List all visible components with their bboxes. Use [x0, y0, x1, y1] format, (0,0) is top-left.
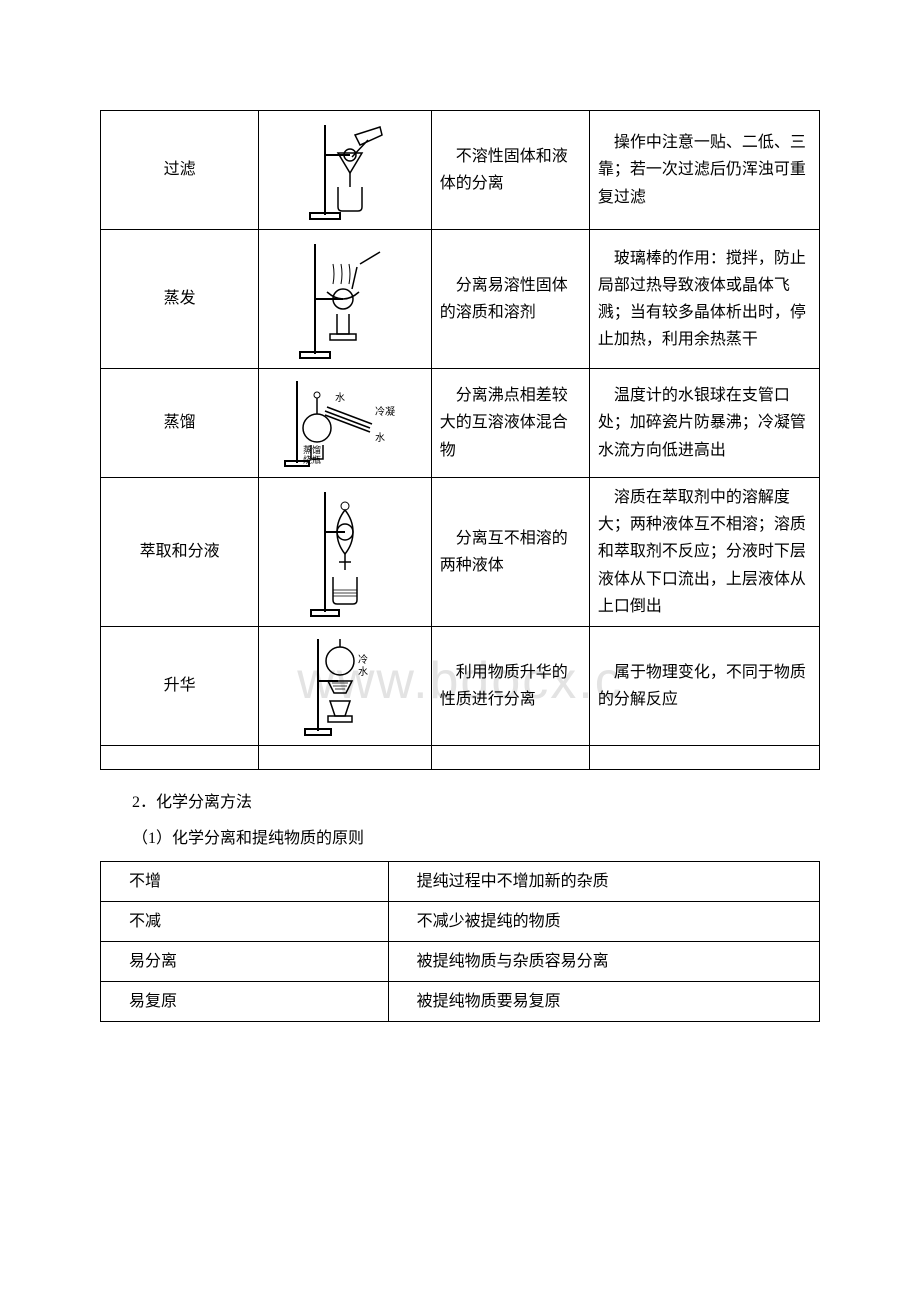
scope-cell: 分离易溶性固体的溶质和溶剂: [431, 230, 589, 369]
empty-cell: [431, 746, 589, 770]
principle-desc: 不减少被提纯的物质: [388, 902, 819, 942]
principle-name: 不增: [101, 862, 389, 902]
principle-name: 易分离: [101, 942, 389, 982]
principle-desc: 提纯过程中不增加新的杂质: [388, 862, 819, 902]
note-cell: 温度计的水银球在支管口处；加碎瓷片防暴沸；冷凝管水流方向低进高出: [589, 369, 819, 478]
table-row: 萃取和分液 分离互不相溶的两种液体 溶质在萃取剂中的溶解度大；两种液体互不相溶；…: [101, 478, 820, 627]
sublimation-diagram-icon: 冷 水: [290, 631, 400, 741]
table-empty-row: [101, 746, 820, 770]
table-row: 易分离 被提纯物质与杂质容易分离: [101, 942, 820, 982]
table-row: 过滤 不溶性固体和液体的分离 操作中注意一贴、二低、三靠；若一次过滤后仍浑浊可重…: [101, 111, 820, 230]
principle-name: 不减: [101, 902, 389, 942]
table-row: 蒸发 分离易溶性固体的溶质和溶剂 玻璃棒的作用：搅拌，防止局部过热导致液体或晶体…: [101, 230, 820, 369]
scope-cell: 分离互不相溶的两种液体: [431, 478, 589, 627]
diagram-cell-filtration: [259, 111, 432, 230]
cold-water-label-2: 水: [358, 666, 368, 678]
method-cell: 蒸馏: [101, 369, 259, 478]
scope-cell: 不溶性固体和液体的分离: [431, 111, 589, 230]
table-row: 不减 不减少被提纯的物质: [101, 902, 820, 942]
diagram-cell-sublimation: 冷 水: [259, 627, 432, 746]
method-cell: 升华: [101, 627, 259, 746]
note-cell: 玻璃棒的作用：搅拌，防止局部过热导致液体或晶体飞溅；当有较多晶体析出时，停止加热…: [589, 230, 819, 369]
note-cell: 溶质在萃取剂中的溶解度大；两种液体互不相溶；溶质和萃取剂不反应；分液时下层液体从…: [589, 478, 819, 627]
physical-separation-table: 过滤 不溶性固体和液体的分离 操作中注意一贴、二低、三靠；若一次过滤后仍浑浊可重…: [100, 110, 820, 770]
empty-cell: [589, 746, 819, 770]
method-cell: 萃取和分液: [101, 478, 259, 627]
table-row: 易复原 被提纯物质要易复原: [101, 982, 820, 1022]
diagram-cell-evaporation: [259, 230, 432, 369]
principle-desc: 被提纯物质要易复原: [388, 982, 819, 1022]
table-row: 不增 提纯过程中不增加新的杂质: [101, 862, 820, 902]
scope-cell: 利用物质升华的性质进行分离: [431, 627, 589, 746]
extraction-diagram-icon: [295, 482, 395, 622]
cold-water-label: 冷: [358, 653, 368, 666]
section-2-subtitle: （1）化学分离和提纯物质的原则: [100, 826, 820, 852]
table-row: 蒸馏 水 冷凝 水 蒸馏 烧瓶 分离沸点相差较大的互溶液体混合物 温度计的水银球…: [101, 369, 820, 478]
method-cell: 过滤: [101, 111, 259, 230]
filtration-diagram-icon: [290, 115, 400, 225]
chemical-principles-table: 不增 提纯过程中不增加新的杂质 不减 不减少被提纯的物质 易分离 被提纯物质与杂…: [100, 861, 820, 1022]
evaporation-diagram-icon: [285, 234, 405, 364]
principle-name: 易复原: [101, 982, 389, 1022]
flask-label: 蒸馏: [303, 444, 321, 455]
section-2-title: 2．化学分离方法: [100, 790, 820, 816]
principle-desc: 被提纯物质与杂质容易分离: [388, 942, 819, 982]
method-cell: 蒸发: [101, 230, 259, 369]
diagram-cell-distillation: 水 冷凝 水 蒸馏 烧瓶: [259, 369, 432, 478]
table-row: 升华 冷 水 利用物质升华的性质进行分离 属于物理变化，不同于物质的分解反应: [101, 627, 820, 746]
distillation-diagram-icon: 水 冷凝 水 蒸馏 烧瓶: [275, 373, 415, 473]
scope-cell: 分离沸点相差较大的互溶液体混合物: [431, 369, 589, 478]
condenser-label: 冷凝: [375, 405, 395, 418]
water-label: 水: [335, 392, 345, 404]
note-cell: 操作中注意一贴、二低、三靠；若一次过滤后仍浑浊可重复过滤: [589, 111, 819, 230]
diagram-cell-extraction: [259, 478, 432, 627]
note-cell: 属于物理变化，不同于物质的分解反应: [589, 627, 819, 746]
empty-cell: [259, 746, 432, 770]
water-label-2: 水: [375, 432, 385, 444]
empty-cell: [101, 746, 259, 770]
